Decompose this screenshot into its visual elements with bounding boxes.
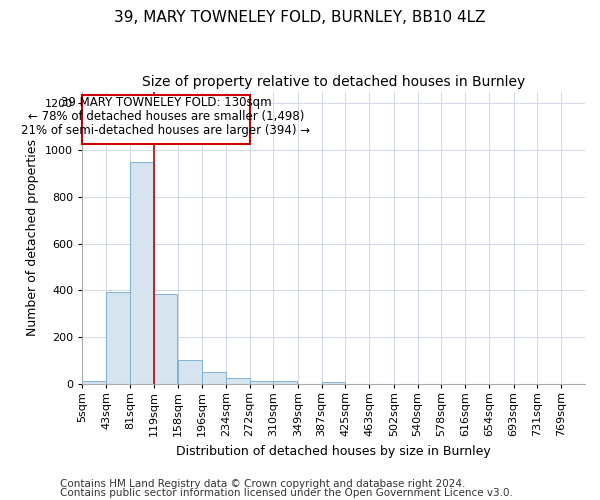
Text: Contains public sector information licensed under the Open Government Licence v3: Contains public sector information licen… [60,488,513,498]
Text: 21% of semi-detached houses are larger (394) →: 21% of semi-detached houses are larger (… [21,124,310,136]
Text: 39, MARY TOWNELEY FOLD, BURNLEY, BB10 4LZ: 39, MARY TOWNELEY FOLD, BURNLEY, BB10 4L… [114,10,486,25]
Y-axis label: Number of detached properties: Number of detached properties [26,140,40,336]
Bar [274,380,297,384]
X-axis label: Distribution of detached houses by size in Burnley: Distribution of detached houses by size … [176,444,491,458]
Text: Contains HM Land Registry data © Crown copyright and database right 2024.: Contains HM Land Registry data © Crown c… [60,479,466,489]
Text: 39 MARY TOWNELEY FOLD: 130sqm: 39 MARY TOWNELEY FOLD: 130sqm [61,96,271,109]
Text: ← 78% of detached houses are smaller (1,498): ← 78% of detached houses are smaller (1,… [28,110,304,124]
Bar [106,292,130,384]
Bar [130,162,154,384]
Bar [226,378,250,384]
Bar [82,380,106,384]
Bar [322,382,346,384]
Bar [178,360,202,384]
Title: Size of property relative to detached houses in Burnley: Size of property relative to detached ho… [142,75,525,89]
FancyBboxPatch shape [82,95,250,144]
Bar [250,380,274,384]
Bar [154,294,178,384]
Bar [202,372,226,384]
